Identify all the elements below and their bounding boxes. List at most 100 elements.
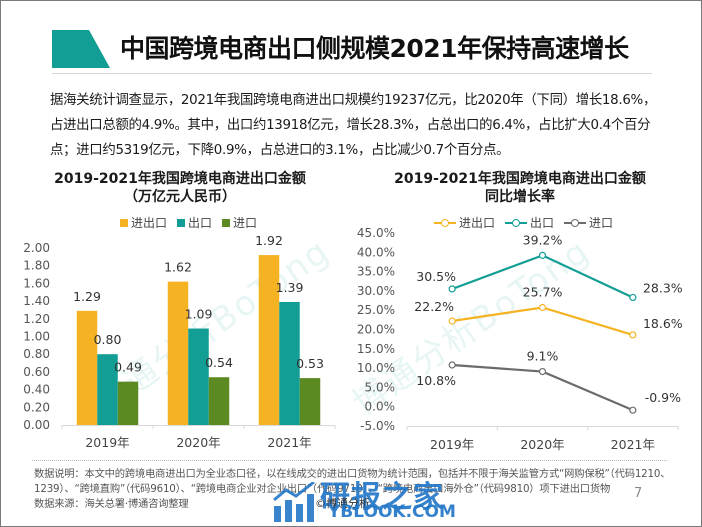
line-chart-title-sub: 同比增长率 [485, 189, 555, 205]
point-import [448, 361, 456, 369]
x-tick-label: 2021年 [611, 437, 655, 452]
legend-line-total [434, 218, 456, 228]
bar-import [208, 377, 230, 425]
bar-total [258, 255, 280, 425]
data-label: 10.8% [416, 373, 456, 388]
x-tick-label: 2019年 [85, 435, 129, 450]
data-label: 0.49 [114, 360, 142, 375]
point-total [629, 331, 637, 339]
bar-chart-legend: 进出口 出口 进口 [120, 214, 257, 231]
data-label: 30.5% [416, 269, 456, 284]
y-tick-label: 45.0% [357, 226, 395, 240]
legend-swatch-export [177, 218, 186, 227]
bar-chart-title-sub: （万亿元人民币） [124, 189, 236, 205]
logo-text-cn: 研报之家 [320, 480, 444, 515]
legend-label: 出口 [530, 216, 555, 230]
y-tick-label: 0.80 [23, 347, 50, 361]
footer-divider [32, 460, 667, 461]
y-tick-label: 0.0% [365, 400, 396, 414]
y-tick-label: 10.0% [357, 361, 395, 375]
y-tick-label: 30.0% [357, 284, 395, 298]
y-tick-label: -5.0% [360, 419, 395, 433]
data-label: 9.1% [527, 349, 559, 364]
x-tick-label: 2021年 [267, 435, 311, 450]
bar-chart: 0.00 0.20 0.40 0.60 0.80 1.00 1.20 1.40 1.60 1.80… [23, 233, 336, 450]
bar-total [167, 281, 189, 425]
legend-item-import: 进口 [222, 214, 257, 231]
x-tick-label: 2019年 [430, 437, 474, 452]
point-total [538, 303, 547, 312]
line-chart-title: 2019-2021年我国跨境电商进出口金额 同比增长率 [360, 170, 680, 206]
logo-copyright: ©博通分析 [315, 497, 370, 510]
y-tick-label: 0.20 [23, 400, 50, 414]
data-label: 0.53 [296, 356, 324, 371]
legend-line-import [564, 218, 587, 228]
data-label: -0.9% [645, 390, 681, 405]
legend-line-export [505, 218, 528, 228]
y-tick-label: 1.60 [23, 276, 50, 290]
data-label: 1.39 [276, 280, 304, 295]
y-tick-label: 35.0% [357, 265, 395, 279]
y-tick-label: 2.00 [23, 241, 50, 255]
title-accent-shape [52, 30, 112, 68]
data-label: 1.09 [185, 307, 213, 322]
logo-text-en: YBLOOK.COM [328, 502, 456, 522]
data-label: 22.2% [414, 299, 454, 314]
legend-label: 进出口 [131, 216, 168, 230]
y-tick-label: 20.0% [357, 323, 395, 337]
x-tick-label: 2020年 [520, 437, 564, 452]
line-total [452, 306, 634, 336]
y-tick-label: 0.60 [23, 365, 50, 379]
y-tick-label: 25.0% [357, 303, 395, 317]
title-divider [52, 73, 652, 74]
bar-export [188, 328, 209, 425]
y-tick-label: 0.40 [23, 383, 50, 397]
point-export [448, 285, 456, 293]
site-logo-watermark: 研报之家 ©博通分析 YBLOOK.COM [272, 476, 456, 524]
y-tick-label: 15.0% [357, 342, 395, 356]
bar-total [76, 310, 98, 425]
point-import [629, 406, 637, 414]
bar-export [279, 301, 300, 425]
bar-import [117, 381, 139, 425]
legend-swatch-import [222, 218, 231, 227]
y-tick-label: 40.0% [357, 245, 395, 259]
data-label: 28.3% [643, 280, 683, 295]
data-label: 0.54 [205, 355, 233, 370]
data-source: 数据来源：海关总署·博通咨询整理 [34, 498, 189, 510]
data-label: 25.7% [523, 284, 563, 299]
y-tick-label: 5.0% [365, 380, 396, 394]
bar-chart-title: 2019-2021年我国跨境电商进出口金额 （万亿元人民币） [20, 170, 340, 206]
legend-swatch-total [120, 218, 128, 227]
point-export [629, 293, 637, 302]
point-export [538, 251, 547, 259]
legend-item-import: 进口 [564, 214, 613, 231]
data-label: 1.92 [255, 233, 283, 248]
legend-item-export: 出口 [505, 214, 554, 231]
line-chart-title-main: 2019-2021年我国跨境电商进出口金额 [394, 171, 646, 187]
y-tick-label: 1.20 [23, 312, 50, 326]
y-tick-label: 1.80 [23, 259, 50, 273]
y-tick-label: 1.40 [23, 294, 50, 308]
point-total [448, 317, 456, 325]
data-note: 数据说明：本文中的跨境电商进出口为全业态口径，以在线成交的进出口货物为统计范围，… [34, 468, 671, 495]
data-label: 0.80 [94, 332, 122, 347]
line-chart: -5.0% 0.0% 5.0% 10.0% 15.0% 20.0% 25.0% 30.0% 35… [357, 226, 683, 452]
legend-item-total: 进出口 [434, 214, 495, 231]
y-tick-label: 1.00 [23, 330, 50, 344]
logo-bars-icon [273, 482, 315, 522]
bar-chart-title-main: 2019-2021年我国跨境电商进出口金额 [54, 171, 306, 187]
line-chart-legend: 进出口 出口 进口 [434, 214, 613, 231]
legend-item-total: 进出口 [120, 214, 167, 231]
data-label: 18.6% [643, 316, 683, 331]
data-label: 1.62 [164, 260, 192, 275]
x-tick-label: 2020年 [176, 435, 220, 450]
point-import [538, 367, 547, 376]
bar-import [299, 378, 321, 425]
page-number: 7 [634, 486, 643, 501]
bar-export [97, 354, 118, 425]
legend-label: 进口 [233, 216, 258, 230]
page-title: 中国跨境电商出口侧规模2021年保持高速增长 [120, 34, 629, 63]
footer-notes: 数据说明：本文中的跨境电商进出口为全业态口径，以在线成交的进出口货物为统计范围，… [34, 467, 674, 512]
y-tick-label: 0.00 [23, 418, 50, 432]
